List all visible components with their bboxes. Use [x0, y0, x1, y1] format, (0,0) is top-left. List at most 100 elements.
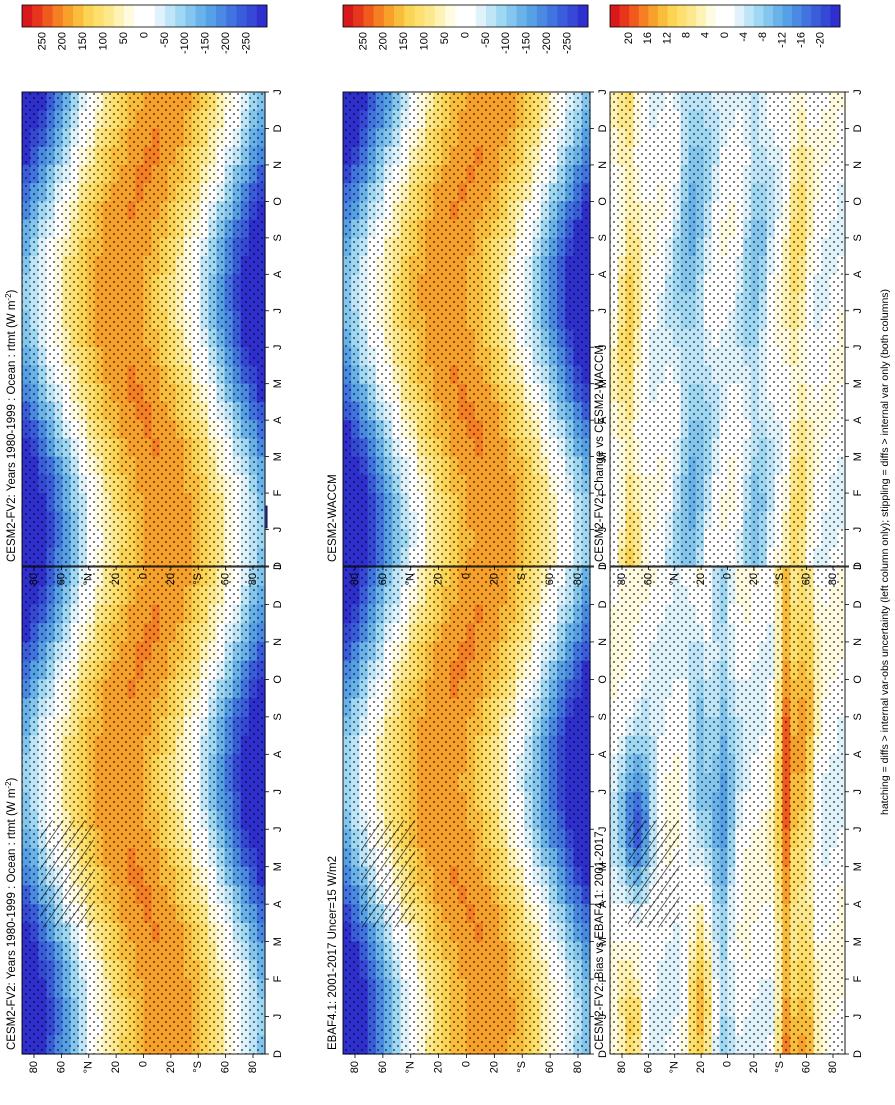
- month-label: F: [272, 975, 284, 982]
- colorbar-tick-label: 250: [357, 32, 369, 50]
- month-label: D: [272, 562, 284, 570]
- colorbar-swatch: [134, 5, 145, 27]
- lat-label: 80: [616, 1061, 628, 1073]
- month-label: O: [852, 675, 864, 684]
- colorbar-swatch: [363, 5, 375, 27]
- month-label: F: [597, 975, 609, 982]
- month-label: A: [852, 750, 864, 758]
- panel-title: CESM2-FV2: Years 1980-1999 : Ocean : rtm…: [4, 289, 19, 562]
- colorbar-frame: [21, 4, 268, 28]
- month-label: O: [597, 675, 609, 684]
- colorbar-frame: [342, 4, 589, 28]
- month-label: O: [597, 197, 609, 206]
- colorbar-swatch: [175, 5, 186, 27]
- month-label: J: [852, 564, 864, 570]
- month-label: S: [597, 713, 609, 720]
- lat-label: °N: [405, 1061, 417, 1073]
- lat-label: 80: [572, 1061, 584, 1073]
- colorbar-swatch: [455, 5, 466, 27]
- colorbar-swatch: [465, 5, 477, 27]
- month-label: J: [597, 308, 609, 314]
- month-label: M: [597, 937, 609, 946]
- month-label: D: [852, 1050, 864, 1058]
- colorbar-swatch: [52, 5, 64, 27]
- lat-label: 20: [488, 573, 500, 585]
- colorbar-swatch: [394, 5, 405, 27]
- colorbar-swatch: [557, 5, 569, 27]
- month-label: F: [597, 489, 609, 496]
- stipple-overlay: [610, 567, 845, 1054]
- lat-label: 80: [827, 1061, 839, 1073]
- colorbar-swatch: [73, 5, 84, 27]
- colorbar-swatch: [246, 5, 258, 27]
- lat-label: 60: [377, 1061, 389, 1073]
- colorbar-tick-label: 100: [98, 32, 110, 50]
- panel-title: EBAF4.1: 2001-2017 Uncer=15 W/m2: [327, 856, 339, 1050]
- lat-label: °N: [83, 1061, 95, 1073]
- lat-label: °N: [669, 1061, 681, 1073]
- month-label: O: [272, 197, 284, 206]
- colorbar-swatch: [485, 5, 497, 27]
- colorbar-swatch: [215, 5, 227, 27]
- colorbar-swatch: [256, 5, 268, 27]
- month-label: J: [852, 826, 864, 832]
- panel-title: CESM2-WACCM: [327, 474, 339, 562]
- month-label: A: [272, 270, 284, 278]
- lat-label: 20: [433, 573, 445, 585]
- lat-label: 20: [748, 1061, 760, 1073]
- hatch-overlay: [361, 820, 416, 928]
- colorbar-tick-label: -150: [200, 32, 212, 54]
- lat-label: °N: [83, 573, 95, 585]
- month-label: D: [597, 124, 609, 132]
- colorbar-tick-label: 50: [439, 32, 451, 44]
- lat-label: 20: [165, 1061, 177, 1073]
- panel-title: CESM2-FV2: Bias vs EBAF4.1: 2001-2017: [594, 831, 606, 1050]
- colorbar-swatch: [526, 5, 538, 27]
- colorbar-swatch: [32, 5, 43, 27]
- hatch-overlay: [40, 820, 94, 928]
- colorbar-swatch: [124, 5, 135, 27]
- colorbar-swatch: [414, 5, 426, 27]
- month-label: A: [597, 270, 609, 278]
- month-label: D: [597, 600, 609, 608]
- colorbar-tick-label: -100: [179, 32, 191, 54]
- month-label: A: [852, 900, 864, 908]
- colorbar-swatch: [154, 5, 166, 27]
- month-label: A: [272, 750, 284, 758]
- lat-label: 60: [377, 573, 389, 585]
- month-label: J: [852, 1014, 864, 1020]
- lat-label: 20: [433, 1061, 445, 1073]
- colorbar-swatch: [577, 5, 589, 27]
- month-label: J: [272, 344, 284, 350]
- colorbar-swatch: [547, 5, 558, 27]
- lat-label: 60: [55, 573, 67, 585]
- month-label: A: [597, 750, 609, 758]
- month-label: F: [272, 489, 284, 496]
- colorbar-tick-label: 100: [419, 32, 431, 50]
- colorbar-swatch: [373, 5, 385, 27]
- lat-label: 80: [572, 573, 584, 585]
- lat-label: 80: [28, 573, 40, 585]
- colorbar-tick-label: -50: [159, 32, 171, 48]
- colorbar-swatch: [343, 5, 354, 27]
- lat-label: 0: [460, 573, 472, 579]
- stipple-overlay: [343, 567, 590, 1054]
- month-label: J: [272, 1014, 284, 1020]
- colorbar-swatch: [506, 5, 518, 27]
- month-label: S: [852, 713, 864, 720]
- month-label: S: [597, 234, 609, 241]
- month-label: J: [272, 527, 284, 533]
- month-label: J: [272, 89, 284, 95]
- month-label: M: [597, 862, 609, 871]
- month-label: J: [597, 344, 609, 350]
- month-label: O: [272, 675, 284, 684]
- month-label: D: [597, 562, 609, 570]
- month-label: M: [852, 937, 864, 946]
- colorbar-swatch: [496, 5, 507, 27]
- lat-label: 60: [544, 1061, 556, 1073]
- colorbar-swatch: [226, 5, 237, 27]
